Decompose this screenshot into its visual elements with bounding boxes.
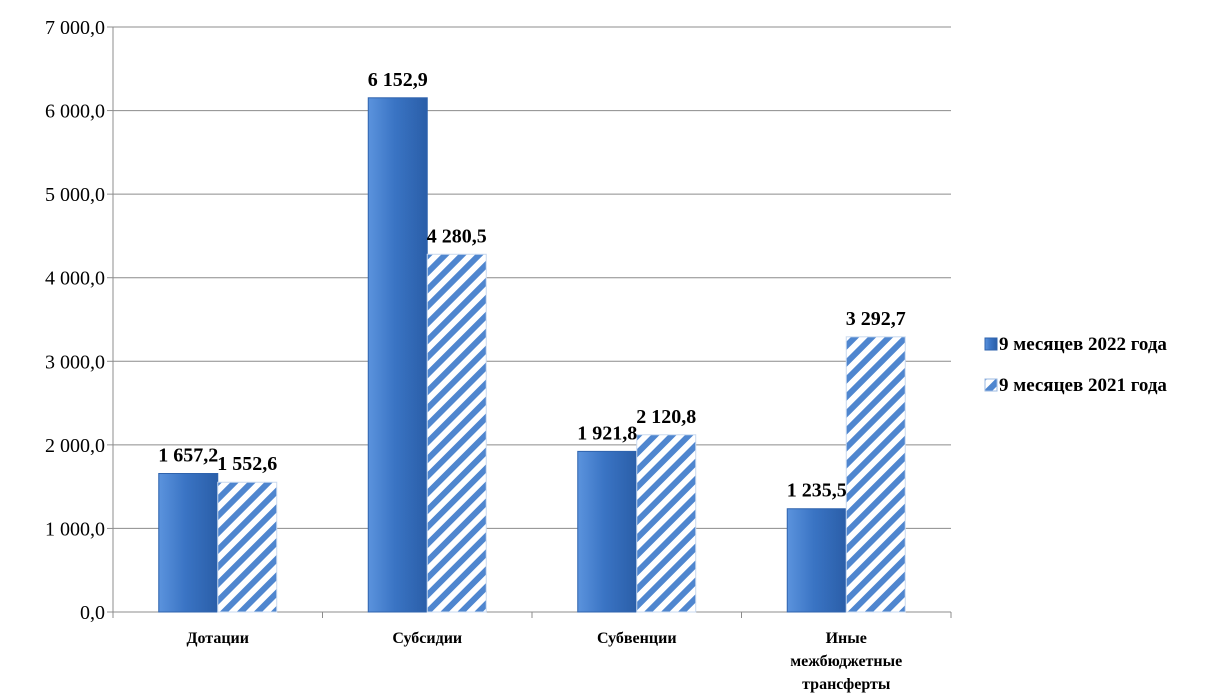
bar-series-2021 [845,336,906,613]
bar-series-2022 [577,450,638,613]
data-label: 1 921,8 [577,422,637,444]
x-tick-label: межбюджетные [790,653,902,670]
x-tick-label: Дотации [186,630,249,647]
y-tick-label: 0,0 [80,602,105,624]
x-tick-label: Субсидии [392,630,462,647]
x-tick-label: Иные [826,630,867,647]
bar-series-2022 [367,97,428,613]
legend-label: 9 месяцев 2022 года [999,334,1167,355]
y-axis-ticks: 0,0 1 000,0 2 000,0 3 000,0 4 000,0 5 000,0 6 … [45,17,105,624]
legend-swatch [984,337,998,351]
y-tick-label: 3 000,0 [45,351,105,373]
x-tick-label: Субвенции [597,630,677,647]
gridlines [113,26,951,529]
x-tick-label: трансферты [802,676,891,693]
data-label: 4 280,5 [427,225,487,247]
data-label: 1 552,6 [217,453,277,475]
legend-swatch [984,378,998,392]
data-labels: 1 657,2 1 552,6 6 152,9 4 280,5 1 921,82 120… [158,69,906,502]
y-tick-label: 1 000,0 [45,518,105,540]
legend-label: 9 месяцев 2021 года [999,375,1167,396]
data-label: 2 120,8 [636,406,696,428]
y-tick-label: 6 000,0 [45,101,105,123]
y-tick-label: 2 000,0 [45,435,105,457]
y-tick-label: 7 000,0 [45,17,105,39]
bar-series-2022 [158,473,219,613]
bar-series-2022 [786,508,847,613]
bars [158,97,906,613]
x-axis-ticks: Дотации Субсидии Субвенции Иные межбюджетные… [186,630,902,693]
legend: 9 месяцев 2022 года 9 месяцев 2021 года [984,334,1167,396]
bar-series-2021 [217,481,278,613]
data-label: 1 235,5 [787,480,847,502]
bar-series-2021 [636,434,697,613]
data-label: 6 152,9 [368,69,428,91]
data-label: 3 292,7 [846,308,906,330]
y-tick-label: 5 000,0 [45,184,105,206]
bar-series-2021 [426,253,487,613]
data-label: 1 657,2 [158,445,218,467]
y-tick-label: 4 000,0 [45,268,105,290]
